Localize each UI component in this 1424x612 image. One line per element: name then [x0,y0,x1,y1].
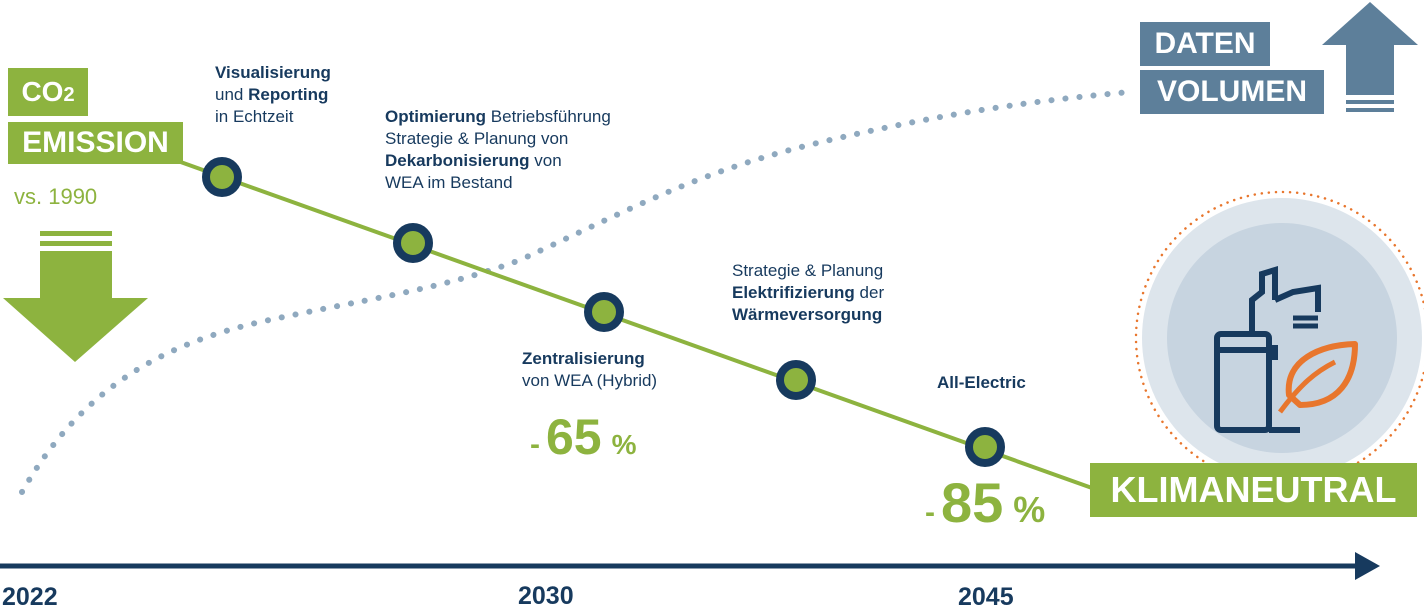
milestone-node-4 [776,360,816,400]
milestone-2-line2: Strategie & Planung von [385,129,569,148]
milestone-2-bold3: Dekarbonisierung [385,151,530,170]
milestone-label-5: All-Electric [937,372,1026,394]
reduction-2045-minus: - [925,496,935,529]
year-2045: 2045 [958,583,1014,611]
milestone-1-pre: und [215,85,249,104]
milestone-4-text2: der [854,283,885,302]
milestone-1-bold2: Reporting [248,85,329,104]
milestone-1-text: in Echtzeit [215,107,294,126]
milestone-node-5 [965,427,1005,467]
emission-box: EMISSION [8,122,183,164]
reduction-2030-unit: % [611,429,637,460]
milestone-2-text1: Betriebsführung [486,107,611,126]
reduction-2045-value: 85 [941,471,1004,534]
data-volume-box-1: DATEN [1140,22,1270,66]
milestone-label-1: Visualisierung und Reporting in Echtzeit [215,62,331,128]
milestone-3-line2: von WEA (Hybrid) [522,371,658,390]
year-2030: 2030 [518,582,574,610]
goal-box: KLIMANEUTRAL [1090,463,1417,517]
milestone-node-3 [584,292,624,332]
data-volume-line1: DATEN [1154,27,1256,60]
milestone-5-bold: All-Electric [937,373,1026,392]
data-volume-curve [19,89,1133,495]
goal-label: KLIMANEUTRAL [1110,469,1397,510]
reduction-2030-value: 65 [546,409,602,465]
reduction-2030: -65% [530,408,637,466]
milestone-2-bold: Optimierung [385,107,487,126]
reduction-2030-minus: - [530,428,540,461]
milestone-4-line1: Strategie & Planung [732,261,884,280]
reduction-2045: -85% [925,470,1045,535]
milestone-label-4: Strategie & Planung Elektrifizierung der… [732,260,884,326]
co2-box: CO2 [8,68,88,116]
emission-line [174,158,1093,490]
milestone-4-bold3: Wärmeversorgung [732,305,883,324]
timeline-arrowhead [1355,552,1380,580]
emission-label: EMISSION [22,126,169,159]
milestone-2-text3: von [529,151,562,170]
milestone-label-2: Optimierung Betriebsführung Strategie & … [385,106,611,194]
reduction-2045-unit: % [1013,489,1046,530]
down-arrow-icon [3,231,148,362]
milestone-node-1 [202,157,242,197]
co2-subscript: 2 [63,84,75,106]
baseline-label: vs. 1990 [14,184,98,209]
milestone-2-line4: WEA im Bestand [385,173,513,192]
data-volume-line2: VOLUMEN [1157,75,1307,108]
factory-leaf-icon [1134,190,1424,486]
data-volume-box-2: VOLUMEN [1140,70,1324,114]
milestone-label-3: Zentralisierung von WEA (Hybrid) [522,348,657,392]
year-2022: 2022 [2,583,58,611]
up-arrow-icon [1322,2,1418,112]
co2-label: CO [21,76,64,107]
milestone-node-2 [393,223,433,263]
milestone-3-bold: Zentralisierung [522,349,645,368]
milestone-4-bold2: Elektrifizierung [732,283,855,302]
milestone-1-bold: Visualisierung [215,63,331,82]
